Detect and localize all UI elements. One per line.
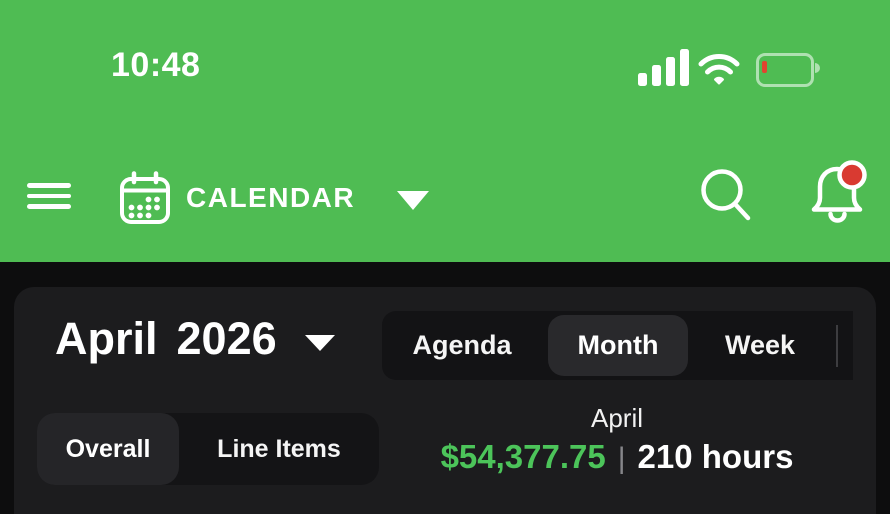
search-button[interactable] — [699, 166, 753, 224]
notification-badge — [837, 160, 867, 190]
summary-separator: | — [617, 442, 626, 475]
view-tabs-scroll: Agenda Month Week — [382, 311, 853, 380]
app-title[interactable]: CALENDAR — [186, 182, 356, 213]
status-time: 10:48 — [111, 46, 201, 84]
menu-button[interactable] — [27, 183, 71, 215]
status-icons — [636, 48, 866, 92]
battery-level-low — [762, 61, 767, 73]
selected-month: April — [55, 313, 158, 364]
toggle-line-items[interactable]: Line Items — [217, 434, 341, 463]
view-tabs: Agenda Month Week — [382, 311, 853, 380]
tab-week[interactable]: Week — [724, 330, 796, 360]
notifications-button[interactable] — [806, 160, 868, 226]
chevron-down-icon[interactable] — [397, 191, 429, 210]
scope-toggle: Overall Line Items — [37, 413, 379, 485]
calendar-card: April 2026 Agenda Month Week Overall Lin… — [14, 287, 876, 514]
summary-totals: $54,377.75 | 210 hours — [414, 438, 820, 478]
tab-month-selected[interactable]: Month — [548, 315, 688, 376]
summary-hours: 210 hours — [637, 438, 794, 475]
toggle-overall-selected[interactable]: Overall — [37, 413, 179, 485]
app-header: 10:48 — [0, 0, 890, 262]
tabs-divider — [836, 324, 838, 367]
month-selector[interactable]: April 2026 — [55, 313, 335, 365]
tab-agenda[interactable]: Agenda — [412, 330, 512, 360]
summary-period-label: April — [590, 403, 643, 433]
summary-amount: $54,377.75 — [440, 438, 606, 475]
battery-icon — [756, 53, 820, 87]
chevron-down-icon — [304, 335, 335, 351]
battery-cap — [815, 63, 820, 73]
selected-year: 2026 — [176, 313, 277, 364]
wifi-icon — [698, 52, 740, 86]
calendar-icon — [117, 170, 173, 228]
cellular-signal-icon — [638, 49, 689, 86]
month-summary: April $54,377.75 | 210 hours — [414, 403, 820, 478]
